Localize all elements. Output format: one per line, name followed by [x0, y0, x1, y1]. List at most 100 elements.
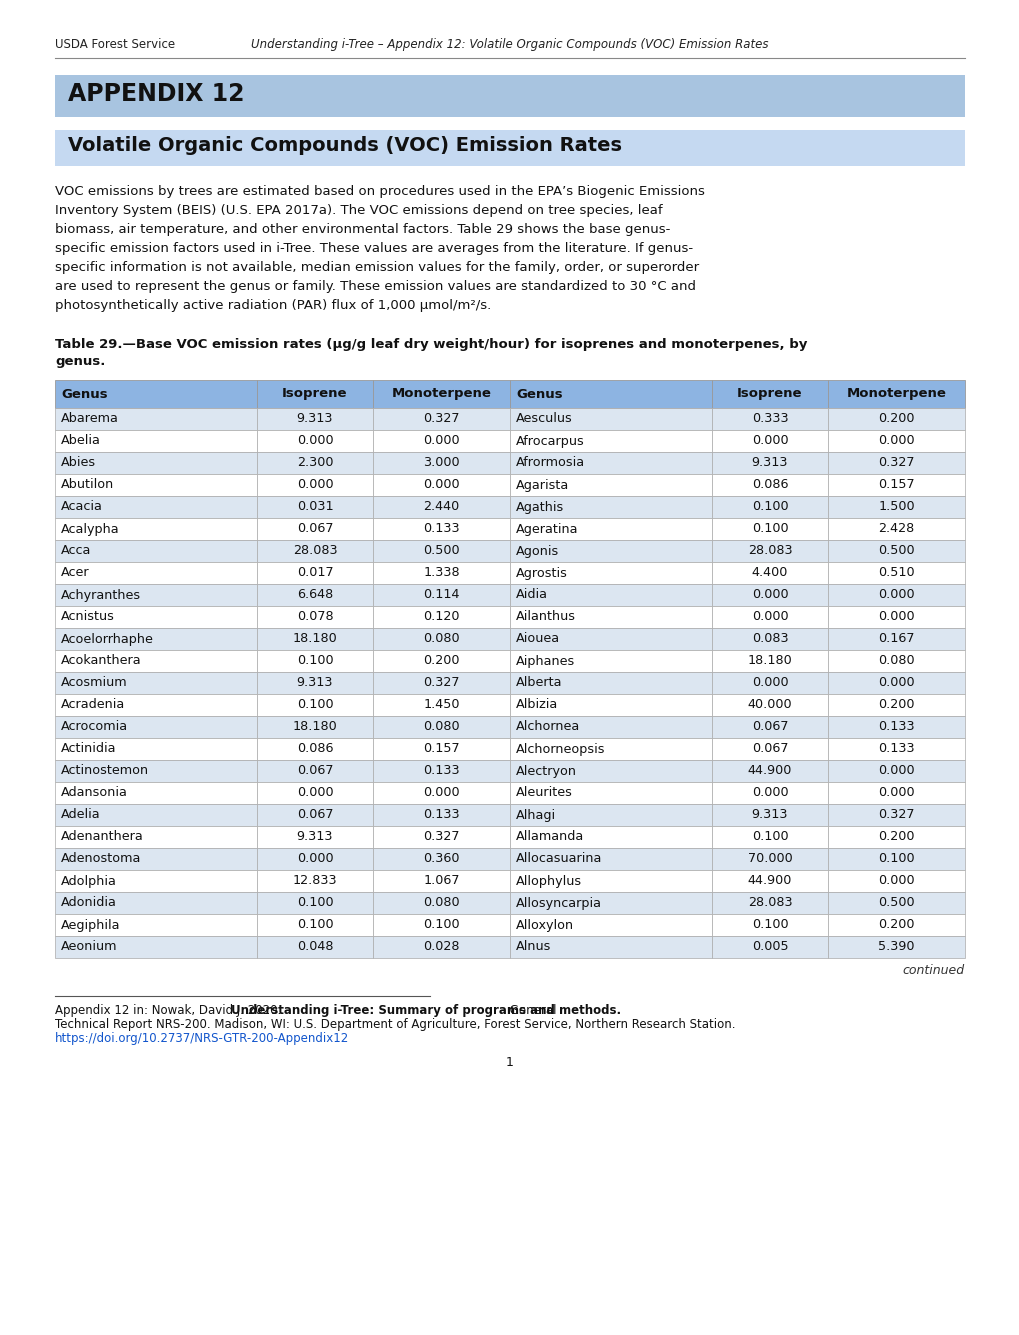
Bar [257, 914, 373, 936]
Bar [827, 430, 964, 453]
Text: Agonis: Agonis [516, 545, 558, 558]
Bar [373, 936, 510, 959]
Text: 0.067: 0.067 [751, 721, 788, 733]
Text: Genus: Genus [516, 387, 562, 400]
Bar [510, 430, 711, 453]
Bar [711, 430, 827, 453]
Text: 0.200: 0.200 [877, 918, 914, 932]
Text: Actinidia: Actinidia [61, 742, 116, 756]
Text: specific information is not available, median emission values for the family, or: specific information is not available, m… [55, 262, 698, 274]
Text: Alectryon: Alectryon [516, 765, 577, 777]
Text: 0.500: 0.500 [877, 897, 914, 909]
Bar [827, 672, 964, 694]
Bar [55, 562, 257, 583]
Bar [373, 497, 510, 518]
Text: 0.100: 0.100 [423, 918, 460, 932]
Bar [257, 870, 373, 892]
Text: 0.067: 0.067 [297, 809, 333, 821]
Text: 0.000: 0.000 [751, 434, 788, 447]
Bar [510, 627, 711, 650]
Bar [510, 848, 711, 870]
Text: Albizia: Albizia [516, 698, 557, 712]
Text: 0.000: 0.000 [877, 765, 914, 777]
Text: Acokanthera: Acokanthera [61, 654, 142, 668]
Bar [827, 518, 964, 539]
Text: 0.360: 0.360 [423, 853, 460, 865]
Bar [257, 562, 373, 583]
Text: 0.200: 0.200 [877, 698, 914, 712]
Text: 0.100: 0.100 [751, 918, 788, 932]
Bar [257, 672, 373, 694]
Text: Agathis: Agathis [516, 501, 564, 514]
Bar [55, 75, 964, 117]
Bar [55, 870, 257, 892]
Bar [373, 650, 510, 672]
Bar [510, 518, 711, 539]
Bar [257, 804, 373, 826]
Text: Actinostemon: Actinostemon [61, 765, 149, 777]
Bar [510, 782, 711, 804]
Text: 0.000: 0.000 [877, 677, 914, 689]
Bar [373, 804, 510, 826]
Text: 0.048: 0.048 [297, 940, 333, 953]
Bar [711, 892, 827, 914]
Bar [510, 474, 711, 497]
Text: 18.180: 18.180 [292, 721, 337, 733]
Text: Isoprene: Isoprene [282, 387, 347, 400]
Text: 0.000: 0.000 [423, 786, 460, 800]
Text: 1.067: 1.067 [423, 874, 460, 888]
Text: Alloxylon: Alloxylon [516, 918, 574, 932]
Bar [373, 848, 510, 870]
Bar [827, 870, 964, 892]
Bar [373, 562, 510, 583]
Bar [257, 380, 373, 409]
Bar [55, 583, 257, 606]
Text: 0.000: 0.000 [423, 434, 460, 447]
Bar [711, 562, 827, 583]
Bar [55, 672, 257, 694]
Bar [510, 539, 711, 562]
Bar [373, 782, 510, 804]
Bar [711, 497, 827, 518]
Bar [257, 760, 373, 782]
Text: 9.313: 9.313 [297, 677, 333, 689]
Text: Acradenia: Acradenia [61, 698, 125, 712]
Text: Acacia: Acacia [61, 501, 103, 514]
Text: 0.000: 0.000 [877, 786, 914, 800]
Text: 9.313: 9.313 [297, 413, 333, 426]
Text: Ageratina: Ageratina [516, 522, 578, 535]
Bar [827, 914, 964, 936]
Bar [827, 409, 964, 430]
Bar [373, 606, 510, 627]
Bar [827, 562, 964, 583]
Bar [827, 848, 964, 870]
Bar [373, 738, 510, 760]
Text: Acnistus: Acnistus [61, 610, 115, 623]
Text: 0.000: 0.000 [877, 610, 914, 623]
Text: 0.067: 0.067 [297, 522, 333, 535]
Bar [55, 606, 257, 627]
Text: Alchornea: Alchornea [516, 721, 580, 733]
Bar [827, 782, 964, 804]
Bar [257, 430, 373, 453]
Bar [711, 539, 827, 562]
Text: 0.000: 0.000 [751, 610, 788, 623]
Text: 0.133: 0.133 [423, 522, 460, 535]
Text: 44.900: 44.900 [747, 874, 792, 888]
Text: 28.083: 28.083 [747, 897, 792, 909]
Text: Abarema: Abarema [61, 413, 119, 426]
Bar [257, 474, 373, 497]
Text: Adansonia: Adansonia [61, 786, 127, 800]
Bar [257, 716, 373, 738]
Text: 0.028: 0.028 [423, 940, 460, 953]
Bar [55, 804, 257, 826]
Bar [55, 409, 257, 430]
Text: 0.100: 0.100 [297, 698, 333, 712]
Text: Acca: Acca [61, 545, 92, 558]
Text: Aleurites: Aleurites [516, 786, 573, 800]
Bar [711, 738, 827, 760]
Text: continued: continued [902, 964, 964, 977]
Bar [257, 936, 373, 959]
Text: 9.313: 9.313 [297, 830, 333, 844]
Text: Achyranthes: Achyranthes [61, 589, 141, 602]
